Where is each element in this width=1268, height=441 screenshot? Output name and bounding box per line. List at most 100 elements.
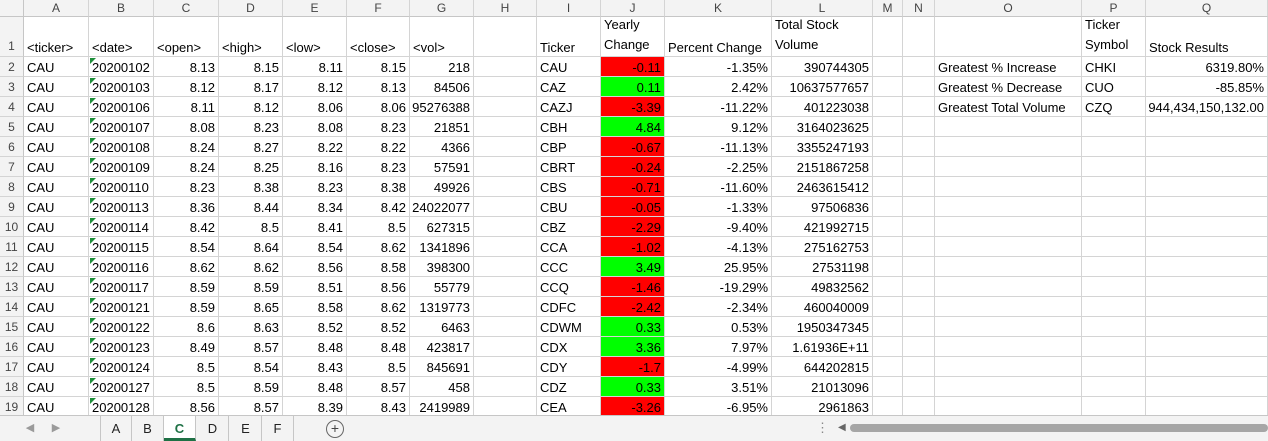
cell-q7[interactable]: [1146, 157, 1268, 177]
cell-h10[interactable]: [474, 217, 537, 237]
cell-q10[interactable]: [1146, 217, 1268, 237]
yearly-change[interactable]: 4.84: [601, 117, 665, 137]
cell-n3[interactable]: [903, 77, 935, 97]
data-cell-f18[interactable]: 8.57: [347, 377, 410, 397]
row-header-5[interactable]: 5: [0, 117, 24, 137]
column-header-d[interactable]: D: [219, 0, 283, 17]
total-volume[interactable]: 10637577657: [772, 77, 873, 97]
data-cell-d4[interactable]: 8.12: [219, 97, 283, 117]
cell-m1[interactable]: [873, 17, 903, 57]
row-header-19[interactable]: 19: [0, 397, 24, 415]
summary-ticker[interactable]: CAZ: [537, 77, 601, 97]
summary-ticker[interactable]: CDY: [537, 357, 601, 377]
cell-m14[interactable]: [873, 297, 903, 317]
total-volume[interactable]: 401223038: [772, 97, 873, 117]
cell-o7[interactable]: [935, 157, 1082, 177]
cell-n14[interactable]: [903, 297, 935, 317]
cell-n18[interactable]: [903, 377, 935, 397]
header-p[interactable]: Ticker Symbol: [1082, 17, 1146, 57]
cell-o5[interactable]: [935, 117, 1082, 137]
header-d[interactable]: <high>: [219, 17, 283, 57]
data-cell-f9[interactable]: 8.42: [347, 197, 410, 217]
cell-o13[interactable]: [935, 277, 1082, 297]
cell-n2[interactable]: [903, 57, 935, 77]
data-cell-g4[interactable]: 95276388: [410, 97, 474, 117]
data-cell-d5[interactable]: 8.23: [219, 117, 283, 137]
data-cell-a17[interactable]: CAU: [24, 357, 89, 377]
cell-m3[interactable]: [873, 77, 903, 97]
data-cell-c13[interactable]: 8.59: [154, 277, 219, 297]
data-cell-d19[interactable]: 8.57: [219, 397, 283, 415]
result-ticker[interactable]: CUO: [1082, 77, 1146, 97]
cell-o9[interactable]: [935, 197, 1082, 217]
summary-ticker[interactable]: CCQ: [537, 277, 601, 297]
cell-q14[interactable]: [1146, 297, 1268, 317]
summary-ticker[interactable]: CAZJ: [537, 97, 601, 117]
summary-ticker[interactable]: CAU: [537, 57, 601, 77]
cell-h18[interactable]: [474, 377, 537, 397]
scrollbar-thumb[interactable]: [850, 424, 1268, 432]
data-cell-g11[interactable]: 1341896: [410, 237, 474, 257]
column-header-p[interactable]: P: [1082, 0, 1146, 17]
cell-q5[interactable]: [1146, 117, 1268, 137]
cell-o10[interactable]: [935, 217, 1082, 237]
cell-o8[interactable]: [935, 177, 1082, 197]
data-cell-c4[interactable]: 8.11: [154, 97, 219, 117]
cell-h19[interactable]: [474, 397, 537, 415]
cell-m17[interactable]: [873, 357, 903, 377]
data-cell-d8[interactable]: 8.38: [219, 177, 283, 197]
data-cell-a4[interactable]: CAU: [24, 97, 89, 117]
data-cell-g19[interactable]: 2419989: [410, 397, 474, 415]
data-cell-c14[interactable]: 8.59: [154, 297, 219, 317]
data-cell-c18[interactable]: 8.5: [154, 377, 219, 397]
percent-change[interactable]: -6.95%: [665, 397, 772, 415]
cell-q6[interactable]: [1146, 137, 1268, 157]
cell-n11[interactable]: [903, 237, 935, 257]
row-header-14[interactable]: 14: [0, 297, 24, 317]
data-cell-f8[interactable]: 8.38: [347, 177, 410, 197]
cell-h12[interactable]: [474, 257, 537, 277]
row-header-17[interactable]: 17: [0, 357, 24, 377]
data-cell-g18[interactable]: 458: [410, 377, 474, 397]
data-cell-e10[interactable]: 8.41: [283, 217, 347, 237]
cell-n9[interactable]: [903, 197, 935, 217]
column-header-e[interactable]: E: [283, 0, 347, 17]
total-volume[interactable]: 2961863: [772, 397, 873, 415]
cell-p9[interactable]: [1082, 197, 1146, 217]
column-header-g[interactable]: G: [410, 0, 474, 17]
cell-m19[interactable]: [873, 397, 903, 415]
total-volume[interactable]: 1.61936E+11: [772, 337, 873, 357]
total-volume[interactable]: 2151867258: [772, 157, 873, 177]
row-header-12[interactable]: 12: [0, 257, 24, 277]
summary-ticker[interactable]: CDZ: [537, 377, 601, 397]
data-cell-b18[interactable]: 20200127: [89, 377, 154, 397]
data-cell-f16[interactable]: 8.48: [347, 337, 410, 357]
data-cell-a2[interactable]: CAU: [24, 57, 89, 77]
cell-m4[interactable]: [873, 97, 903, 117]
cell-h1[interactable]: [474, 17, 537, 57]
data-cell-b5[interactable]: 20200107: [89, 117, 154, 137]
percent-change[interactable]: -19.29%: [665, 277, 772, 297]
cell-p12[interactable]: [1082, 257, 1146, 277]
cell-o14[interactable]: [935, 297, 1082, 317]
cell-q9[interactable]: [1146, 197, 1268, 217]
result-ticker[interactable]: CHKI: [1082, 57, 1146, 77]
percent-change[interactable]: 3.51%: [665, 377, 772, 397]
total-volume[interactable]: 421992715: [772, 217, 873, 237]
row-header-13[interactable]: 13: [0, 277, 24, 297]
yearly-change[interactable]: 3.49: [601, 257, 665, 277]
data-cell-c9[interactable]: 8.36: [154, 197, 219, 217]
cell-m16[interactable]: [873, 337, 903, 357]
data-cell-b4[interactable]: 20200106: [89, 97, 154, 117]
row-header-8[interactable]: 8: [0, 177, 24, 197]
total-volume[interactable]: 1950347345: [772, 317, 873, 337]
sheet-tab-c[interactable]: C: [164, 416, 196, 441]
column-header-a[interactable]: A: [24, 0, 89, 17]
data-cell-e4[interactable]: 8.06: [283, 97, 347, 117]
data-cell-f10[interactable]: 8.5: [347, 217, 410, 237]
data-cell-a19[interactable]: CAU: [24, 397, 89, 415]
summary-ticker[interactable]: CBU: [537, 197, 601, 217]
cell-m7[interactable]: [873, 157, 903, 177]
yearly-change[interactable]: -0.05: [601, 197, 665, 217]
data-cell-c17[interactable]: 8.5: [154, 357, 219, 377]
